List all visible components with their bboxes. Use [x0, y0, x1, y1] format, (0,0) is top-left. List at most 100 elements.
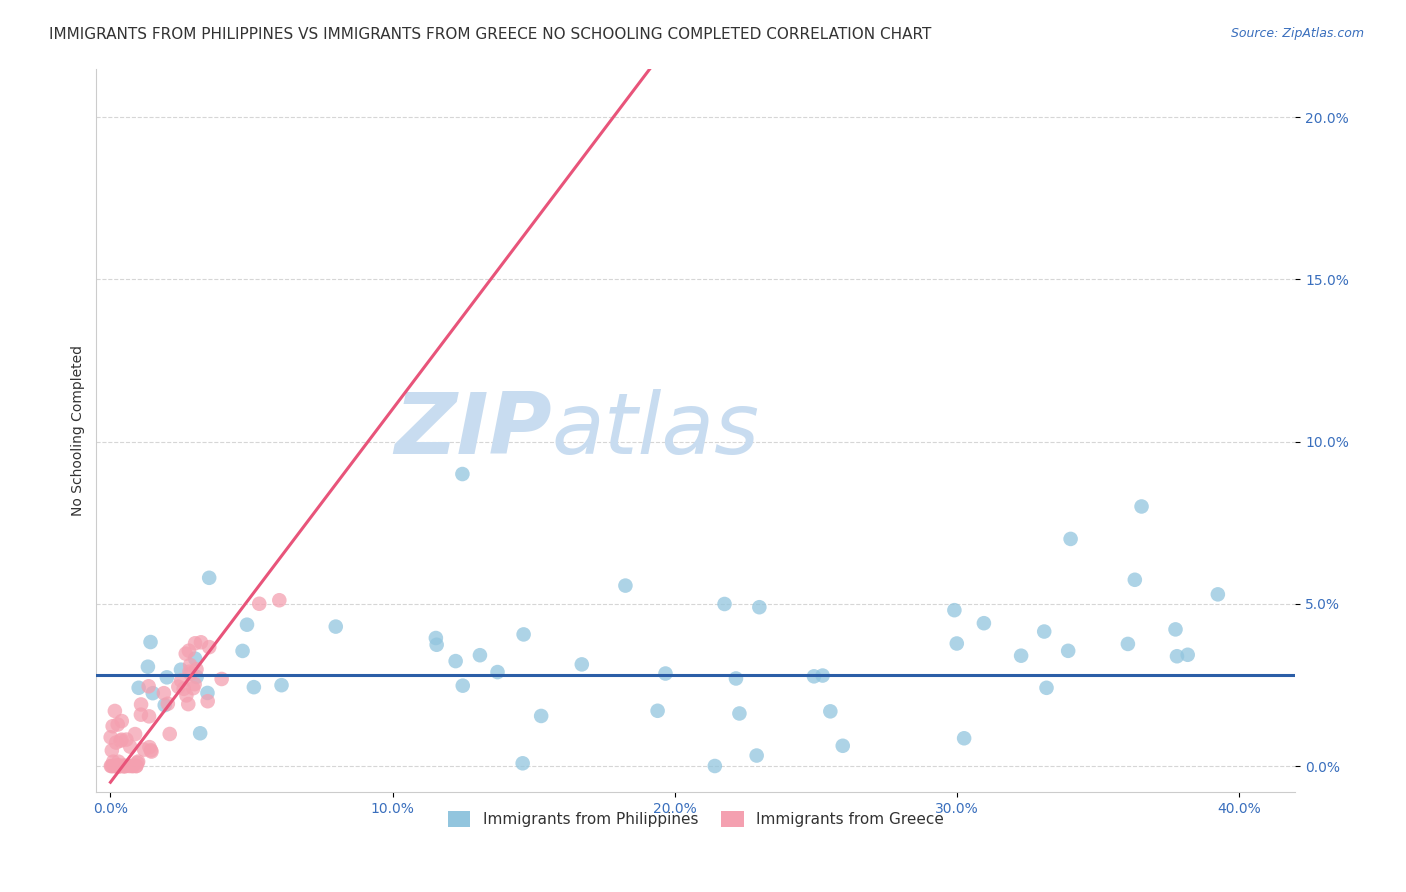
Point: [141, 745, 163, 759]
Point: [512, 756, 534, 771]
Point: [167, 680, 190, 694]
Point: [1166, 649, 1188, 664]
Point: [105, 759, 128, 773]
Point: [811, 668, 834, 682]
Point: [121, 759, 143, 773]
Point: [451, 679, 474, 693]
Point: [745, 748, 768, 763]
Point: [115, 732, 138, 747]
Point: [170, 673, 193, 688]
Point: [1177, 648, 1199, 662]
Point: [153, 698, 176, 713]
Point: [110, 759, 132, 773]
Point: [177, 697, 200, 711]
Point: [120, 739, 142, 754]
Point: [105, 759, 128, 773]
Point: [103, 759, 125, 773]
Point: [105, 759, 128, 773]
Text: atlas: atlas: [553, 389, 759, 472]
Point: [571, 657, 593, 672]
Point: [647, 704, 669, 718]
Point: [831, 739, 853, 753]
Point: [124, 727, 146, 741]
Point: [180, 666, 202, 681]
Point: [142, 686, 165, 700]
Point: [703, 759, 725, 773]
Point: [820, 704, 842, 718]
Point: [110, 732, 132, 747]
Point: [138, 740, 160, 755]
Point: [105, 759, 128, 773]
Point: [270, 678, 292, 692]
Point: [138, 679, 160, 693]
Point: [179, 665, 201, 679]
Point: [132, 742, 155, 756]
Point: [186, 670, 208, 684]
Point: [156, 697, 179, 711]
Point: [1164, 623, 1187, 637]
Point: [174, 647, 197, 661]
Point: [468, 648, 491, 663]
Point: [129, 698, 152, 712]
Text: IMMIGRANTS FROM PHILIPPINES VS IMMIGRANTS FROM GREECE NO SCHOOLING COMPLETED COR: IMMIGRANTS FROM PHILIPPINES VS IMMIGRANT…: [49, 27, 932, 42]
Point: [129, 707, 152, 722]
Point: [184, 651, 207, 665]
Point: [247, 597, 270, 611]
Point: [112, 759, 135, 773]
Point: [945, 636, 967, 650]
Point: [107, 717, 129, 731]
Point: [176, 689, 198, 703]
Y-axis label: No Schooling Completed: No Schooling Completed: [72, 344, 86, 516]
Point: [530, 709, 553, 723]
Point: [512, 627, 534, 641]
Point: [1035, 681, 1057, 695]
Point: [125, 759, 148, 773]
Point: [170, 663, 193, 677]
Point: [188, 726, 211, 740]
Point: [101, 743, 124, 757]
Point: [108, 759, 131, 773]
Point: [156, 670, 179, 684]
Point: [1010, 648, 1032, 663]
Point: [325, 619, 347, 633]
Point: [177, 643, 200, 657]
Point: [104, 704, 127, 718]
Point: [713, 597, 735, 611]
Point: [110, 759, 132, 773]
Point: [748, 600, 770, 615]
Point: [179, 657, 201, 672]
Point: [104, 759, 127, 773]
Point: [173, 681, 195, 696]
Point: [153, 686, 176, 700]
Point: [128, 681, 150, 695]
Point: [181, 681, 204, 695]
Point: [108, 759, 131, 773]
Point: [943, 603, 966, 617]
Point: [953, 731, 976, 746]
Point: [115, 759, 138, 773]
Point: [139, 743, 162, 757]
Point: [425, 631, 447, 645]
Point: [100, 731, 122, 745]
Point: [101, 759, 124, 773]
Point: [111, 714, 134, 728]
Point: [197, 694, 219, 708]
Point: [100, 759, 122, 773]
Point: [1116, 637, 1139, 651]
Point: [486, 665, 509, 679]
Point: [100, 759, 122, 773]
Point: [118, 759, 141, 773]
Point: [136, 659, 159, 673]
Point: [107, 755, 129, 769]
Point: [724, 672, 747, 686]
Point: [243, 680, 266, 694]
Point: [108, 759, 131, 773]
Point: [114, 759, 136, 773]
Point: [803, 669, 825, 683]
Point: [197, 686, 219, 700]
Point: [112, 759, 135, 773]
Point: [127, 756, 149, 770]
Point: [198, 640, 221, 654]
Point: [139, 635, 162, 649]
Point: [127, 755, 149, 769]
